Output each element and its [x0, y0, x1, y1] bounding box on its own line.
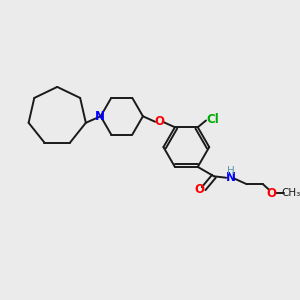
- Text: CH₃: CH₃: [281, 188, 300, 198]
- Text: O: O: [154, 115, 164, 128]
- Text: Cl: Cl: [206, 112, 219, 125]
- Text: N: N: [226, 171, 236, 184]
- Text: H: H: [227, 166, 235, 176]
- Text: O: O: [267, 187, 277, 200]
- Text: O: O: [194, 183, 205, 196]
- Text: N: N: [95, 110, 105, 123]
